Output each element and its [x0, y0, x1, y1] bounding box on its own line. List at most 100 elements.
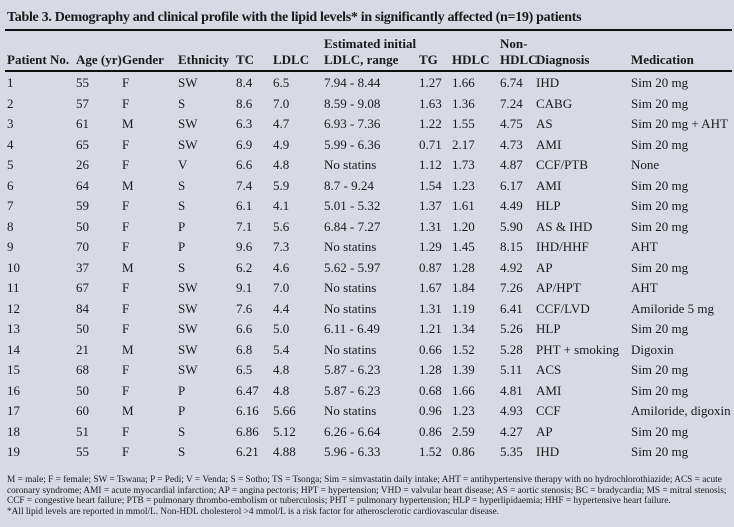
header-rule	[5, 70, 732, 72]
cell-estimated-ldlc: 8.7 - 9.24	[324, 177, 374, 193]
cell-age: 67	[76, 280, 89, 295]
cell-estimated-ldlc: 7.94 - 8.44	[324, 75, 381, 90]
cell-tg: 1.22	[419, 116, 442, 131]
cell-estimated-ldlc: No statins	[324, 341, 377, 357]
cell-diagnosis: AS & IHD	[536, 218, 593, 234]
cell-non-hdlc: 6.74	[500, 75, 523, 90]
cell-diagnosis: PHT + smoking	[536, 341, 619, 357]
cell-ldlc: 4.4	[273, 300, 290, 316]
table-row: 10 37 M S 6.2 4.6 5.62 - 5.97 0.87 1.28 4.92 AP Sim…	[0, 260, 734, 280]
cell-tc: 8.6	[236, 95, 253, 111]
cell-tg: 0.71	[419, 136, 442, 152]
cell-medication: AHT	[631, 239, 658, 254]
cell-gender: F	[122, 95, 130, 111]
cell-ethnicity: P	[178, 382, 186, 398]
cell-hdlc: 1.23	[452, 177, 475, 193]
cell-estimated-ldlc: 6.11 - 6.49	[324, 321, 380, 336]
table-row: 14 21 M SW 6.8 5.4 No statins 0.66 1.52 5.28 PHT +…	[0, 342, 734, 362]
table-row: 12 84 F SW 7.6 4.4 No statins 1.31 1.19 6.41 CCF/L…	[0, 301, 734, 321]
cell-non-hdlc: 5.11	[500, 362, 523, 377]
cell-hdlc: 2.17	[452, 136, 475, 152]
cell-age: 55	[76, 75, 89, 90]
cell-hdlc: 1.73	[452, 157, 475, 172]
cell-age: 65	[76, 136, 89, 152]
cell-hdlc: 2.59	[452, 423, 475, 439]
cell-ldlc: 5.0	[273, 321, 290, 336]
cell-non-hdlc: 4.92	[500, 259, 523, 275]
cell-non-hdlc: 5.26	[500, 321, 523, 336]
cell-ethnicity: SW	[178, 341, 198, 357]
cell-non-hdlc: 4.87	[500, 157, 523, 172]
cell-estimated-ldlc: 5.96 - 6.33	[324, 444, 381, 459]
cell-tc: 6.8	[236, 341, 253, 357]
cell-non-hdlc: 6.41	[500, 300, 523, 316]
cell-ethnicity: V	[178, 157, 188, 172]
cell-diagnosis: CCF/LVD	[536, 300, 590, 316]
cell-ldlc: 4.8	[273, 382, 290, 398]
cell-diagnosis: CCF/PTB	[536, 157, 589, 172]
cell-patient-no: 10	[7, 259, 20, 275]
cell-ethnicity: SW	[178, 280, 198, 295]
table-row: 6 64 M S 7.4 5.9 8.7 - 9.24 1.54 1.23 6.17 AMI Sim …	[0, 178, 734, 198]
cell-diagnosis: CABG	[536, 95, 573, 111]
cell-diagnosis: AMI	[536, 177, 562, 193]
cell-estimated-ldlc: 6.93 - 7.36	[324, 116, 381, 131]
cell-hdlc: 1.61	[452, 198, 475, 213]
cell-tg: 1.12	[419, 157, 442, 172]
table-row: 13 50 F SW 6.6 5.0 6.11 - 6.49 1.21 1.34 5.26 HLP S…	[0, 321, 734, 341]
cell-tg: 1.31	[419, 218, 442, 234]
cell-patient-no: 2	[7, 95, 14, 111]
cell-tc: 6.86	[236, 423, 259, 439]
table-row: 15 68 F SW 6.5 4.8 5.87 - 6.23 1.28 1.39 5.11 ACS S…	[0, 362, 734, 382]
cell-tg: 1.54	[419, 177, 442, 193]
header-estimated-top: Estimated initial	[324, 36, 417, 51]
cell-tc: 6.1	[236, 198, 253, 213]
cell-patient-no: 6	[7, 177, 14, 193]
cell-ldlc: 7.0	[273, 95, 290, 111]
cell-estimated-ldlc: 5.87 - 6.23	[324, 362, 381, 377]
cell-ldlc: 5.6	[273, 218, 290, 234]
cell-ldlc: 4.7	[273, 116, 290, 131]
cell-gender: F	[122, 300, 130, 316]
cell-diagnosis: ACS	[536, 362, 562, 377]
cell-non-hdlc: 4.27	[500, 423, 523, 439]
cell-diagnosis: AP	[536, 259, 553, 275]
cell-non-hdlc: 4.81	[500, 382, 523, 398]
header-ethnicity: Ethnicity	[178, 52, 230, 67]
cell-ldlc: 5.12	[273, 423, 296, 439]
cell-tg: 0.86	[419, 423, 442, 439]
cell-gender: F	[122, 75, 130, 90]
table-row: 4 65 F SW 6.9 4.9 5.99 - 6.36 0.71 2.17 4.73 AMI Si…	[0, 137, 734, 157]
cell-medication: Sim 20 mg	[631, 444, 689, 459]
cell-patient-no: 12	[7, 300, 20, 316]
header-medication: Medication	[631, 52, 694, 67]
cell-estimated-ldlc: No statins	[324, 300, 377, 316]
cell-age: 84	[76, 300, 89, 316]
cell-patient-no: 5	[7, 157, 14, 172]
header-diagnosis: Diagnosis	[536, 52, 590, 67]
cell-ldlc: 5.66	[273, 403, 296, 418]
top-rule	[5, 29, 732, 31]
cell-age: 51	[76, 423, 89, 439]
cell-patient-no: 11	[7, 280, 20, 295]
cell-patient-no: 9	[7, 239, 14, 254]
cell-gender: F	[122, 157, 130, 172]
table-row: 7 59 F S 6.1 4.1 5.01 - 5.32 1.37 1.61 4.49 HLP Sim…	[0, 198, 734, 218]
cell-hdlc: 0.86	[452, 444, 475, 459]
cell-tg: 0.66	[419, 341, 442, 357]
table-row: 17 60 M P 6.16 5.66 No statins 0.96 1.23 4.93 CCF A…	[0, 403, 734, 423]
cell-gender: M	[122, 177, 134, 193]
table-row: 5 26 F V 6.6 4.8 No statins 1.12 1.73 4.87 CCF/PTB…	[0, 157, 734, 177]
cell-non-hdlc: 4.93	[500, 403, 523, 418]
cell-estimated-ldlc: No statins	[324, 157, 377, 172]
cell-tc: 6.6	[236, 157, 253, 172]
cell-ethnicity: P	[178, 239, 186, 254]
cell-tc: 7.6	[236, 300, 253, 316]
cell-gender: F	[122, 218, 130, 234]
cell-ethnicity: SW	[178, 116, 198, 131]
cell-diagnosis: CCF	[536, 403, 561, 418]
cell-age: 68	[76, 362, 89, 377]
cell-gender: F	[122, 136, 130, 152]
cell-patient-no: 7	[7, 198, 14, 213]
table-row: 18 51 F S 6.86 5.12 6.26 - 6.64 0.86 2.59 4.27 AP S…	[0, 424, 734, 444]
